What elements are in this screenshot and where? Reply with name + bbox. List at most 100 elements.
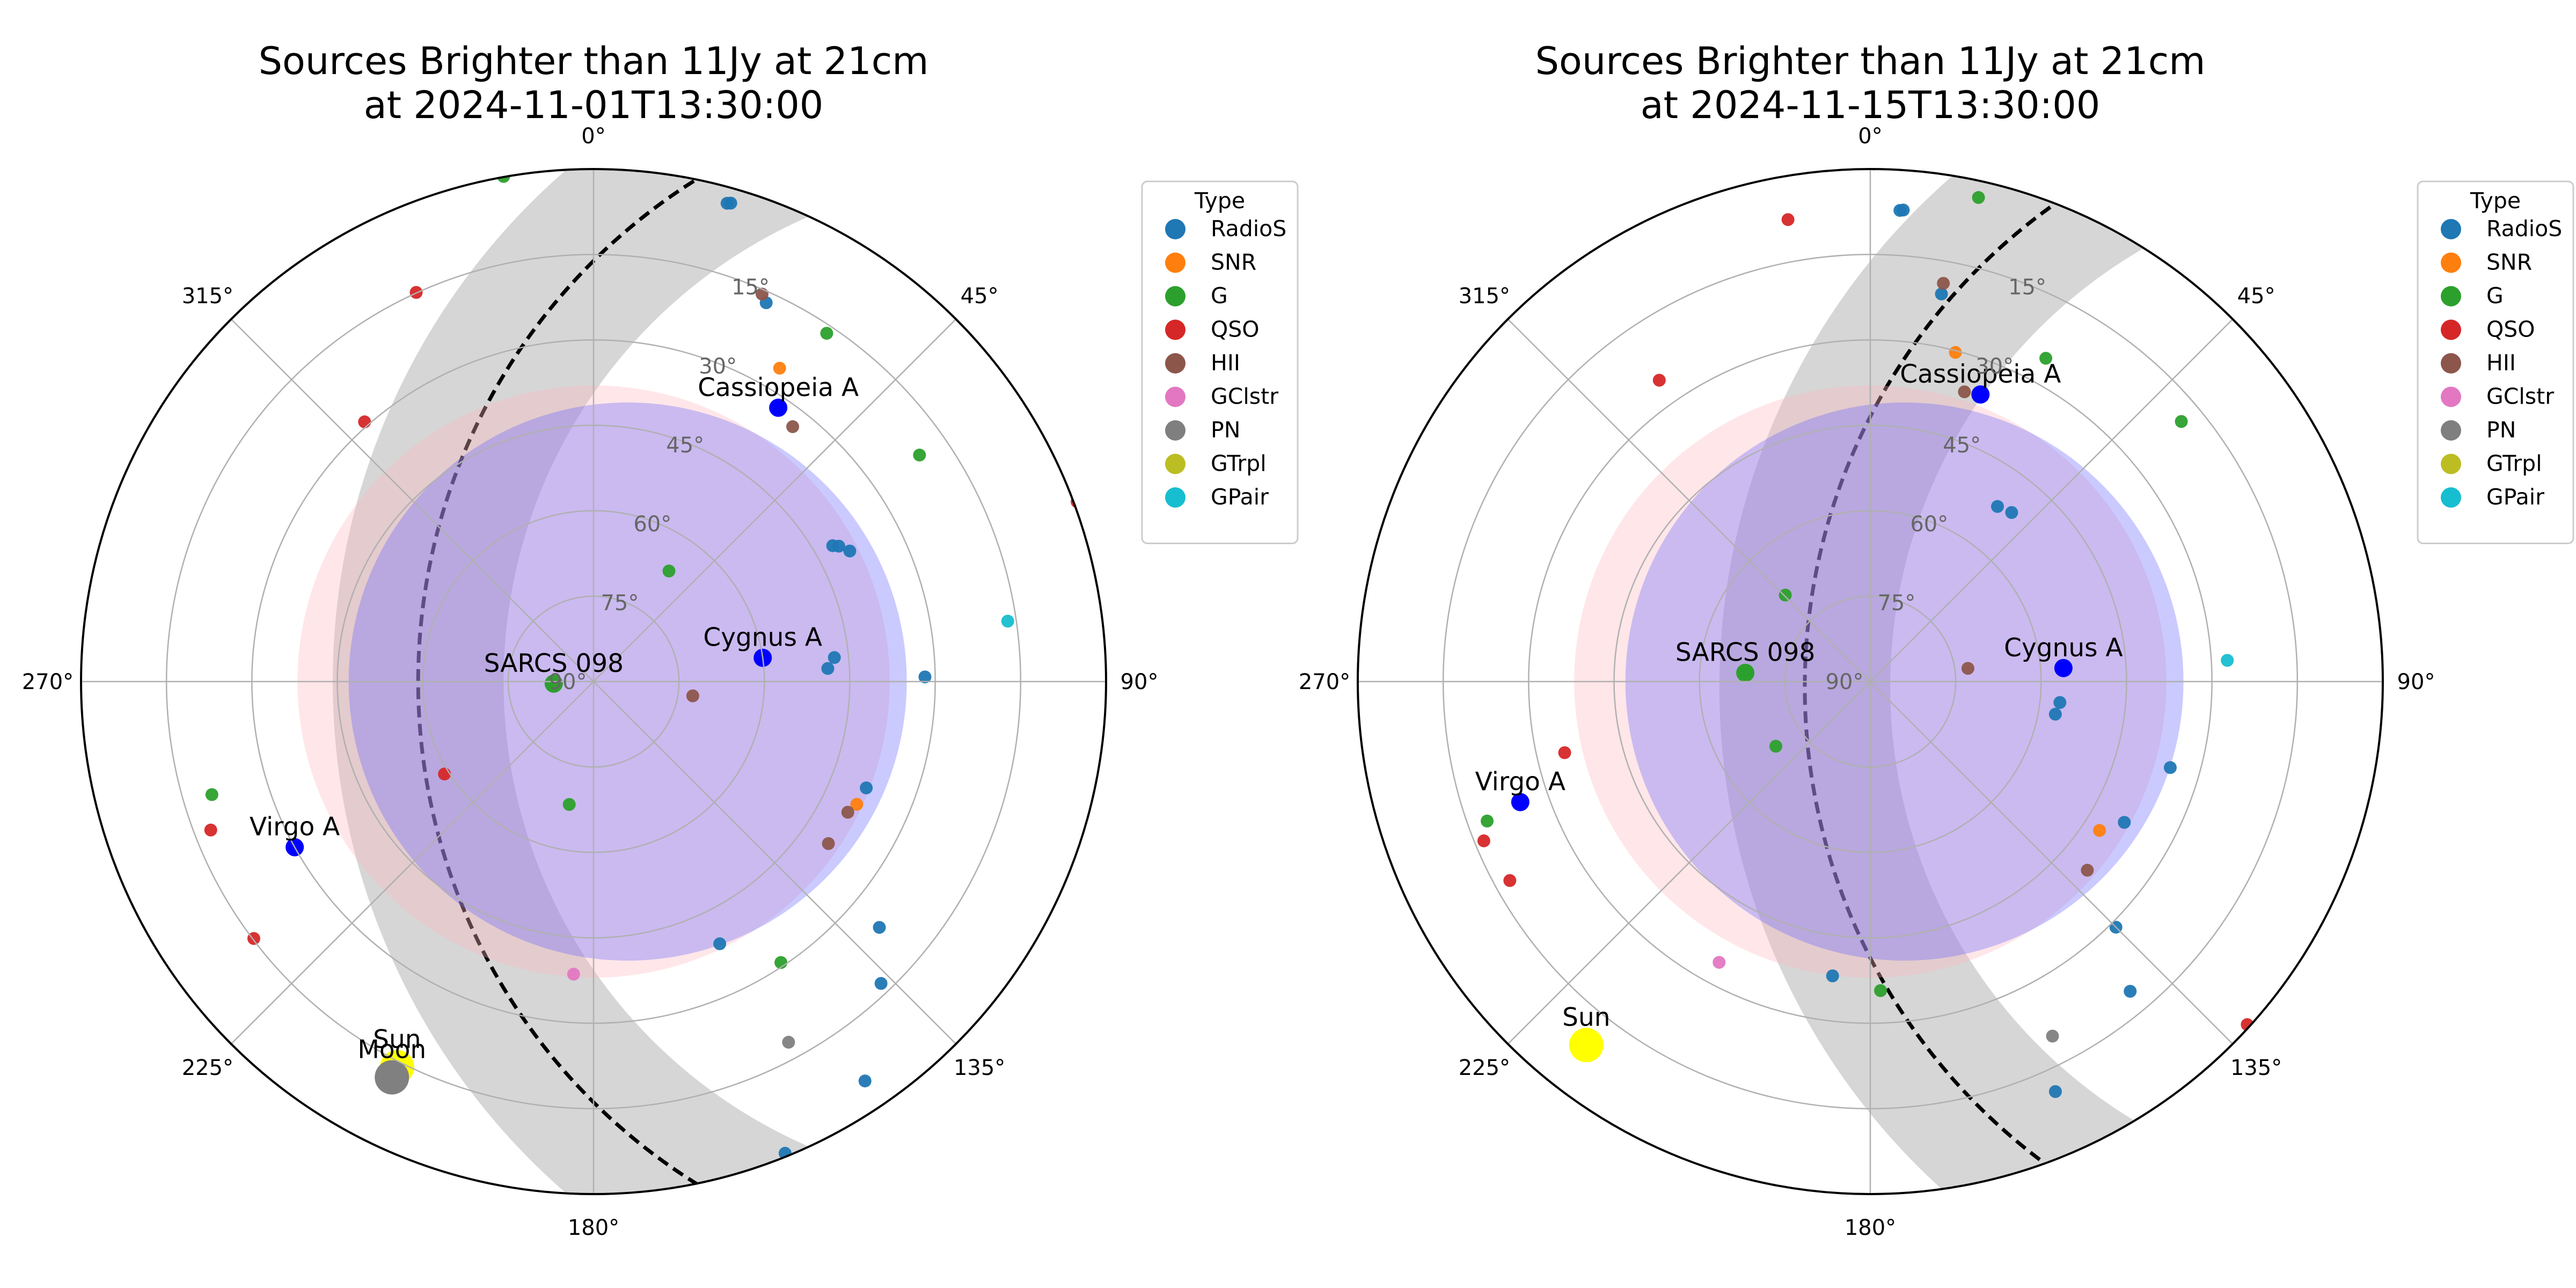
legend-frame [1141, 180, 1299, 544]
legend-title: Type [2470, 188, 2521, 214]
source-point-qso [358, 415, 371, 429]
source-point-g [1874, 984, 1887, 997]
source-point-radios [821, 662, 835, 675]
source-point-hii [1961, 662, 1974, 675]
source-point-radios [2163, 761, 2177, 774]
grid-spoke [1870, 318, 2234, 682]
radial-tick-label: 90° [1826, 670, 1864, 694]
radial-tick-label: 30° [1975, 354, 2014, 379]
radial-tick-label: 15° [2008, 275, 2046, 300]
source-point-hii [841, 806, 854, 819]
source-point-qso [1477, 834, 1490, 847]
theta-tick-label: 315° [182, 284, 233, 309]
legend-marker-g [2441, 286, 2461, 306]
radial-tick-label: 45° [666, 433, 704, 458]
source-point-radios [826, 539, 839, 552]
legend-marker-hii [1165, 353, 1185, 374]
source-point-g [662, 565, 676, 578]
legend-label: RadioS [1211, 216, 1286, 241]
source-point-radios [2118, 816, 2131, 829]
legend-label: G [1211, 283, 1228, 309]
radial-tick-label: 75° [601, 591, 639, 616]
legend-label: HII [1211, 350, 1240, 376]
legend-label: GPair [1211, 484, 1269, 510]
legend-marker-gpair [2441, 487, 2461, 508]
named-source-label: SARCS 098 [484, 649, 624, 678]
named-source-label: Cassiopeia A [698, 373, 859, 402]
legend-label: QSO [2486, 317, 2535, 342]
named-source-label: Moon [357, 1035, 426, 1064]
named-source-label: Sun [1562, 1002, 1610, 1032]
theta-tick-label: 270° [22, 670, 74, 694]
legend-label: QSO [1211, 317, 1260, 342]
named-source-label: Cygnus A [2004, 633, 2123, 663]
radial-tick-label: 45° [1943, 433, 1981, 458]
theta-tick-label: 45° [961, 284, 999, 309]
source-point-snr [773, 362, 786, 375]
theta-tick-label: 45° [2237, 284, 2275, 309]
grid-spoke [1507, 318, 1871, 682]
named-source-marker [1736, 663, 1755, 682]
legend-label: GTrpl [2486, 451, 2542, 477]
source-point-gclstr [567, 968, 580, 981]
legend-marker-radios [1165, 219, 1185, 239]
source-point-qso [1781, 213, 1795, 226]
source-point-snr [2093, 824, 2106, 837]
theta-tick-label: 135° [954, 1056, 1005, 1080]
source-point-gclstr [1713, 956, 1726, 969]
legend-marker-gpair [1165, 487, 1185, 508]
source-point-radios [2048, 1085, 2062, 1099]
source-point-g [1779, 588, 1792, 602]
theta-tick-label: 0° [1858, 124, 1882, 149]
source-point-radios [1826, 969, 1839, 983]
source-point-qso [438, 767, 451, 781]
source-point-g [205, 788, 218, 801]
chart-title-line: at 2024-11-01T13:30:00 [364, 83, 824, 127]
named-source-marker [769, 398, 788, 417]
source-point-g [1769, 740, 1783, 753]
source-point-pn [782, 1036, 795, 1049]
legend-marker-gtrpl [2441, 453, 2461, 474]
source-point-pn [2046, 1029, 2059, 1043]
radial-tick-label: 60° [633, 512, 671, 537]
legend-marker-gclstr [2441, 386, 2461, 407]
sky-panel-2024-11-15: Cassiopeia A Cygnus A Virgo A SARCS 098 Sun 9… [1299, 39, 2574, 1240]
named-source-marker [375, 1060, 409, 1095]
source-point-radios [860, 781, 873, 795]
source-point-hii [2081, 863, 2094, 877]
legend-label: RadioS [2486, 216, 2562, 241]
legend-marker-pn [2441, 420, 2461, 441]
legend-label: SNR [2486, 250, 2532, 275]
source-point-radios [713, 937, 727, 950]
named-source-marker [1569, 1028, 1604, 1063]
source-point-radios [1897, 203, 1910, 217]
legend-label: SNR [1211, 250, 1256, 275]
source-point-radios [918, 670, 932, 684]
horizon-circle [80, 168, 1107, 1195]
source-point-qso [204, 823, 217, 837]
named-source-label: Cassiopeia A [1900, 360, 2061, 389]
radial-tick-label: 60° [1910, 512, 1948, 537]
legend-label: G [2486, 283, 2504, 309]
source-point-radios [858, 1074, 872, 1088]
source-point-radios [843, 544, 857, 558]
grid-spoke [1507, 681, 1871, 1045]
source-point-radios [873, 921, 886, 934]
chart-title-line: at 2024-11-15T13:30:00 [1641, 83, 2101, 127]
named-source-label: Cygnus A [703, 623, 822, 653]
sky-panel-2024-11-01: Cassiopeia A Cygnus A Virgo A SARCS 098 SunM… [22, 39, 1299, 1240]
named-source-label: Virgo A [250, 813, 340, 842]
source-point-radios [2005, 506, 2018, 519]
named-source-marker [2054, 658, 2073, 677]
legend-label: PN [1211, 417, 1240, 443]
legend-marker-snr [1165, 252, 1185, 273]
theta-tick-label: 90° [1121, 670, 1159, 694]
source-point-radios [2124, 985, 2137, 998]
legend-marker-radios [2441, 219, 2461, 239]
source-point-g [2039, 352, 2053, 365]
radial-tick-label: 15° [731, 275, 770, 300]
grid-spoke [593, 681, 957, 1045]
